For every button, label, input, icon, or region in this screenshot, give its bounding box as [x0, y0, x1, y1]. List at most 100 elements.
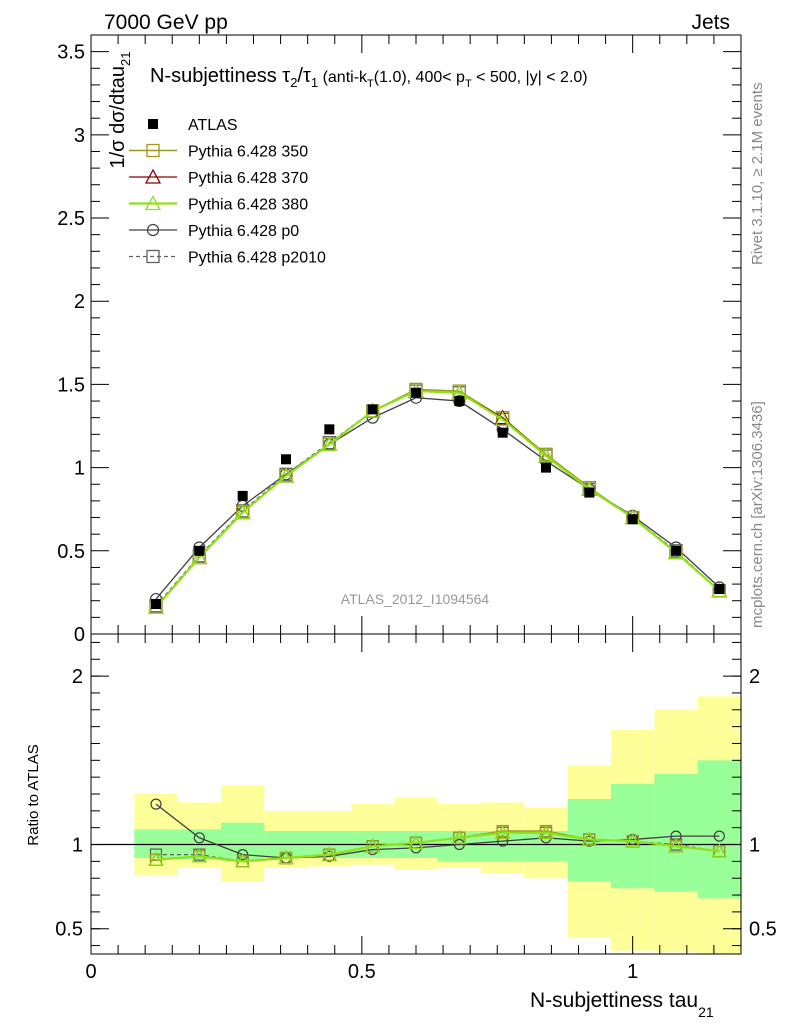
legend-label: Pythia 6.428 380: [188, 197, 308, 214]
atlas-data-point: [671, 545, 681, 556]
title-sub-1: 1: [311, 75, 318, 90]
ratio-series-point: [408, 834, 424, 849]
main-y-tick-label: 1: [74, 458, 85, 480]
ratio-series-point: [148, 851, 164, 866]
ratio-inner-band: [654, 773, 698, 892]
atlas-data-point: [281, 454, 291, 465]
atlas-data-point: [194, 545, 205, 556]
ratio-series-point: [365, 838, 381, 853]
ratio-series-point: [150, 798, 162, 810]
x-tick-label: 1: [627, 961, 638, 983]
title-sub-t2: T: [465, 78, 472, 90]
ratio-series-line: [155, 831, 720, 863]
legend-marker: [146, 223, 160, 237]
main-y-axis-label: 1/σ dσ/dtau21: [107, 52, 133, 169]
atlas-data-point: [367, 404, 378, 415]
main-series-point: [277, 467, 295, 483]
ratio-series-point: [237, 849, 249, 861]
ratio-series-point: [453, 838, 465, 851]
main-series-point: [494, 410, 511, 427]
mcplots-label: mcplots.cern.ch [arXiv:1306.3436]: [749, 401, 766, 628]
rivet-version-label: Rivet 3.1.10, ≥ 2.1M events: [749, 83, 766, 266]
x-tick-label: 0: [85, 961, 96, 983]
ratio-inner-band: [697, 760, 741, 899]
legend-label: Pythia 6.428 370: [188, 170, 308, 187]
ratio-series-point: [581, 831, 597, 846]
main-y-label-sub: 21: [118, 52, 133, 66]
watermark: ATLAS_2012_I1094564: [341, 591, 490, 607]
ratio-y-tick-label: 2: [72, 666, 83, 688]
title-paren2: (1.0), 400< p: [374, 69, 465, 86]
ratio-series-point: [235, 853, 251, 868]
legend: ATLAS Pythia 6.428 350 Pythia 6.428 370 Pyt…: [129, 117, 326, 267]
header-process-label: Jets: [691, 11, 730, 34]
atlas-data-point: [324, 424, 335, 435]
ratio-y-tick-label-right: 1: [749, 835, 760, 857]
title-slash: /τ: [297, 65, 311, 87]
header-energy-label: 7000 GeV pp: [104, 11, 228, 34]
legend-label: Pythia 6.428 p2010: [188, 250, 326, 267]
legend-label: Pythia 6.428 p0: [188, 223, 299, 240]
ratio-y-tick-label-right: 0.5: [749, 919, 777, 941]
ratio-series-point: [278, 850, 294, 865]
legend-marker: [144, 195, 162, 211]
title-main: N-subjettiness τ: [150, 65, 290, 87]
atlas-data-point: [454, 396, 465, 407]
ratio-series-point: [495, 824, 511, 839]
main-y-tick-label: 2.5: [57, 208, 85, 230]
ratio-series-point: [451, 829, 467, 844]
ratio-series-point: [711, 843, 727, 858]
main-y-tick-label: 3.5: [57, 42, 85, 64]
main-y-tick-label: 1.5: [57, 374, 85, 396]
atlas-data-point: [541, 462, 551, 473]
legend-marker: [146, 249, 160, 264]
title-paren1: (anti-k: [318, 69, 368, 86]
main-y-label-text: 1/σ dσ/dtau: [107, 66, 129, 169]
ratio-series-point: [713, 830, 725, 842]
main-panel: 0 0.5 1 1.5 2 2.5 3 3.5 ATLAS_2012_I1094564 N-s…: [57, 34, 742, 646]
main-series-point: [537, 447, 555, 463]
main-series-point: [321, 435, 338, 451]
atlas-data-point: [627, 514, 638, 525]
legend-marker: [148, 119, 158, 129]
x-tick-label: 0.5: [348, 961, 376, 983]
main-series-line: [155, 389, 721, 609]
legend-label: ATLAS: [188, 117, 238, 134]
ratio-panel: 0.5 0.51 12 20 0.5 1 Ratio to ATLAS N-subjett…: [25, 633, 777, 1020]
ratio-y-tick-label: 1: [72, 835, 83, 857]
title-sub-t: T: [367, 78, 374, 90]
atlas-data-point: [497, 427, 508, 438]
ratio-y-axis-label: Ratio to ATLAS: [25, 744, 42, 845]
ratio-series-point: [668, 838, 684, 853]
atlas-data-point: [714, 584, 725, 595]
ratio-series-line: [155, 803, 720, 859]
title-sub-2: 2: [290, 75, 297, 90]
atlas-data-point: [151, 599, 161, 610]
legend-label: Pythia 6.428 350: [188, 144, 308, 161]
atlas-data-point: [411, 387, 421, 398]
ratio-series-point: [625, 833, 641, 848]
main-y-tick-label: 3: [74, 125, 85, 147]
title-paren3: < 500, |y| < 2.0): [472, 69, 588, 86]
legend-marker: [144, 168, 162, 184]
ratio-y-tick-label: 0.5: [55, 919, 83, 941]
main-series-point: [191, 549, 208, 565]
x-label-text: N-subjettiness tau: [530, 989, 698, 1012]
main-series-point: [234, 504, 251, 520]
ratio-series-point: [193, 832, 205, 844]
main-series-point: [453, 394, 466, 408]
main-series-line: [155, 397, 720, 600]
ratio-series-point: [321, 846, 337, 861]
main-y-tick-label: 2: [74, 291, 85, 313]
x-axis-label: N-subjettiness tau21: [530, 989, 714, 1020]
atlas-data-point: [237, 490, 248, 501]
chart-title: N-subjettiness τ2/τ1 (anti-kT(1.0), 400<…: [150, 65, 588, 90]
ratio-y-tick-label-right: 2: [749, 666, 760, 688]
legend-marker: [146, 143, 160, 158]
ratio-series-point: [191, 848, 207, 863]
atlas-data-point: [584, 487, 595, 498]
main-y-tick-label: 0: [74, 624, 85, 646]
main-y-tick-label: 0.5: [57, 541, 85, 563]
x-label-sub: 21: [698, 1004, 714, 1020]
